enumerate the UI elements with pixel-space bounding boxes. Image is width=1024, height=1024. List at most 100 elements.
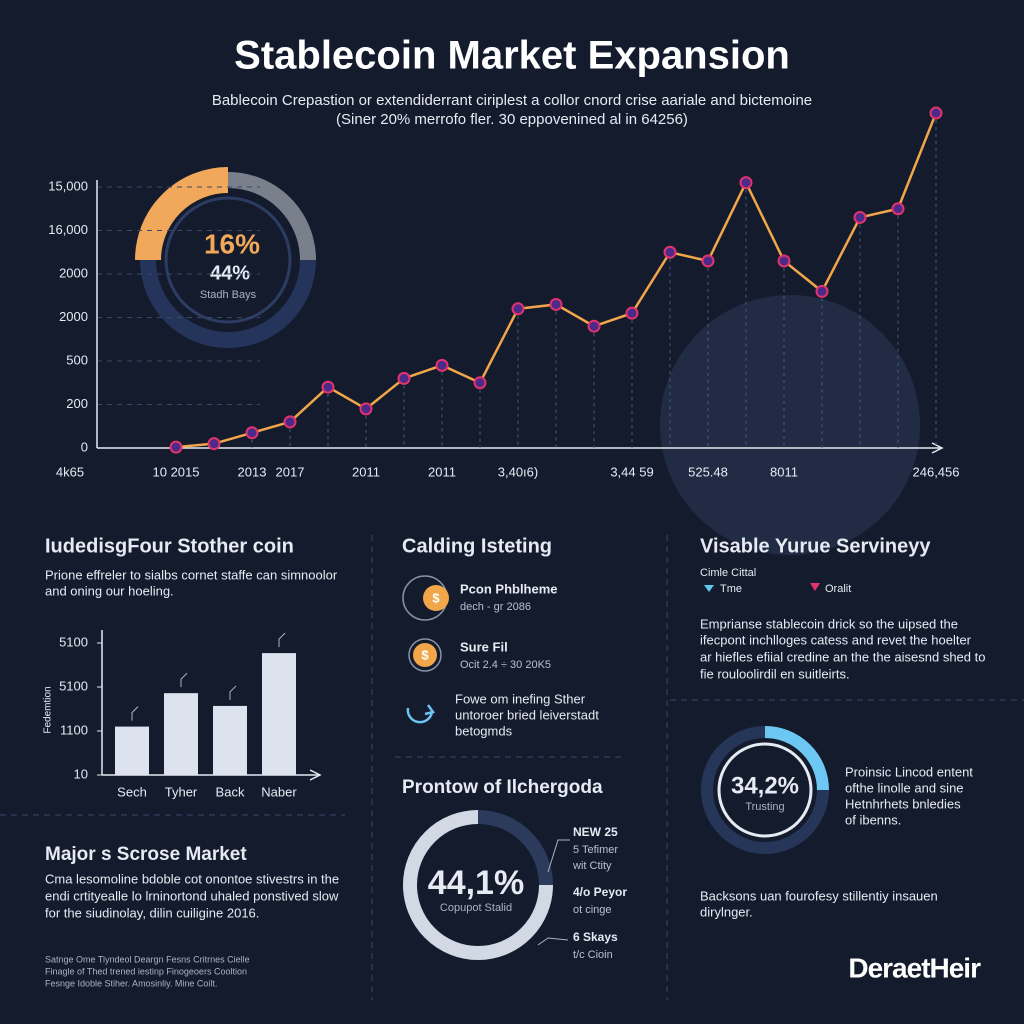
x-tick-label: Naber (261, 784, 297, 799)
point (207, 437, 221, 451)
section-text: Prione effreler to sialbs cornet staffe … (45, 567, 338, 582)
bar (115, 726, 149, 775)
gauge-label: Trusting (745, 801, 784, 813)
bar-pin (229, 685, 237, 700)
bar-pin (278, 632, 286, 648)
donut-note: 4/o Peyor (573, 885, 627, 899)
x-tick-label: 2011 (352, 464, 380, 479)
logo: DeraetHeir (848, 952, 981, 983)
x-tick-label: Back (216, 784, 245, 799)
point (435, 358, 449, 372)
y-tick-label: 0 (81, 439, 88, 454)
note-text: Fowe om inefing Sther (455, 691, 586, 706)
donut-note: 5 Tefimer (573, 844, 618, 856)
point (283, 415, 297, 429)
cycle-icon (406, 704, 436, 724)
section-text: Cma lesomoline bdoble cot onontoe stives… (45, 871, 339, 886)
gauge-value: 34,2% (731, 772, 799, 799)
point (511, 302, 525, 316)
subtitle: (Siner 20% merrofo fler. 30 eppovenined … (336, 111, 688, 128)
bar (262, 653, 296, 775)
point (549, 297, 563, 311)
donut-label: Copupot Stalid (440, 902, 512, 914)
section-title: Visable Yurue Servineyy (700, 535, 931, 557)
point (473, 376, 487, 390)
section-text: Proinsic Lincod entent (845, 764, 973, 779)
icon-ring (408, 638, 442, 672)
point (663, 245, 677, 259)
point (169, 440, 183, 454)
x-tick-label: 2013 (238, 464, 267, 479)
x-axis-arrow (309, 769, 322, 781)
y-tick-label: 2000 (59, 265, 88, 280)
legend-title: Cimle Cittal (700, 567, 756, 579)
y-tick-label: 10 (74, 766, 88, 781)
x-tick-label: 3,40ı6) (498, 464, 538, 479)
item-title: Pcon Phblheme (460, 581, 558, 596)
section-title: IudedisgFour Stother coin (45, 535, 294, 557)
section-title: Calding Isteting (402, 535, 552, 557)
x-tick-label: Tyher (165, 784, 198, 799)
point (321, 380, 335, 394)
donut-note: NEW 25 (573, 825, 618, 839)
x-tick-label: 2011 (428, 464, 456, 479)
bar-pin (180, 672, 188, 688)
legend-label: Tme (720, 583, 742, 595)
coin-icon (413, 643, 437, 667)
item-title: Sure Fil (460, 639, 508, 654)
item-text: Ocit 2.4 ÷ 30 20K5 (460, 659, 551, 671)
bar (164, 693, 198, 775)
point (739, 176, 753, 190)
point (929, 106, 943, 120)
point (245, 426, 259, 440)
y-tick-label: 16,000 (48, 222, 88, 237)
donut-note: wit Ctity (572, 860, 612, 872)
point (587, 319, 601, 333)
section-text: ofthe linolle and sine (845, 780, 964, 795)
section-text: for the siudinolay, dilin cuiligine 2016… (45, 905, 259, 920)
x-tick-label: 3,44 59 (610, 464, 653, 479)
legend-label: Oralit (825, 583, 851, 595)
section-text: endi crtityealle lo lrninortond uhaled p… (45, 888, 339, 903)
x-tick-label: 4k65 (56, 464, 84, 479)
x-tick-label: 525.48 (688, 464, 728, 479)
section-text: dirylnger. (700, 904, 753, 919)
gauge-arc (135, 167, 229, 261)
point (359, 402, 373, 416)
y-tick-label: 500 (66, 352, 88, 367)
y-tick-label: 5100 (59, 678, 88, 693)
gauge-label: Stadh Bays (200, 289, 257, 301)
section-title: Major s Scrose Market (45, 844, 247, 865)
x-tick-label: 8011 (770, 464, 798, 479)
section-title: Prontow of Ilchergoda (402, 777, 603, 798)
gauge-second: 44% (210, 262, 250, 284)
title: Stablecoin Market Expansion (234, 34, 790, 78)
y-tick-label: 2000 (59, 309, 88, 324)
y-axis-label: Fedemtion (43, 686, 54, 733)
point (701, 254, 715, 268)
coin-glyph: $ (421, 647, 429, 662)
point (815, 284, 829, 298)
donut-arc (403, 810, 553, 960)
coin-glyph: $ (432, 590, 440, 605)
legend-swatch (704, 585, 714, 592)
x-tick-label: 246,456 (913, 464, 960, 479)
y-tick-label: 5100 (59, 634, 88, 649)
section-text: Backsons uan fourofesy stillentiy insaue… (700, 888, 938, 903)
section-text: Hetnhrhets bnledies (845, 796, 961, 811)
y-tick-label: 15,000 (48, 178, 88, 193)
donut-value: 44,1% (428, 864, 524, 902)
x-tick-label: Sech (117, 784, 147, 799)
legend-swatch (810, 583, 820, 591)
x-tick-label: 2017 (276, 464, 305, 479)
footnote: Fesnge Idoble Stiher. Amosinliy. Mine Co… (45, 978, 217, 988)
note-text: untoroer bried leiverstadt (455, 707, 599, 722)
point (853, 210, 867, 224)
section-text: and oning our hoeling. (45, 583, 174, 598)
gauge-inner (164, 196, 292, 324)
point (625, 306, 639, 320)
footnote: Satnge Ome Tiyndeol Deargn Fesns Critrne… (45, 954, 250, 964)
bar-pin (131, 706, 139, 721)
